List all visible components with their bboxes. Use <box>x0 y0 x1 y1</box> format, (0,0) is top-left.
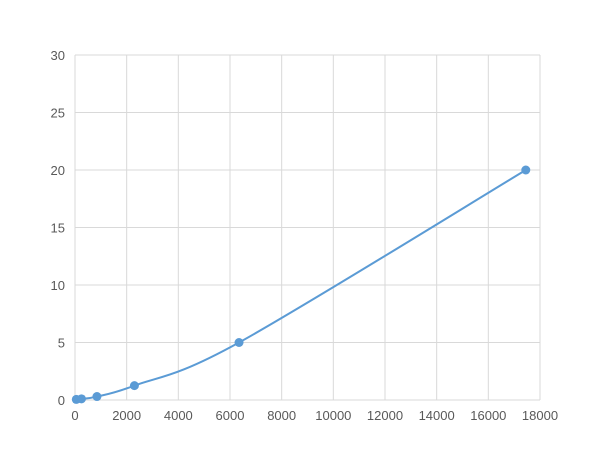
data-point <box>521 165 531 175</box>
x-tick-label: 14000 <box>419 408 455 423</box>
data-point <box>76 394 86 404</box>
x-tick-label: 18000 <box>522 408 558 423</box>
y-tick-label: 20 <box>51 163 65 178</box>
y-tick-label: 30 <box>51 48 65 63</box>
grid <box>74 54 541 401</box>
y-tick-label: 25 <box>51 106 65 121</box>
data-point <box>129 381 139 391</box>
y-tick-label: 15 <box>51 221 65 236</box>
tick-labels: 0 2000 4000 6000 8000 10000 12000 14000 16000 180… <box>51 48 559 423</box>
x-tick-label: 2000 <box>112 408 141 423</box>
y-tick-label: 5 <box>58 336 65 351</box>
data-points <box>71 165 531 404</box>
x-tick-label: 6000 <box>216 408 245 423</box>
x-tick-label: 4000 <box>164 408 193 423</box>
data-point <box>92 392 102 402</box>
y-tick-label: 0 <box>58 393 65 408</box>
y-tick-label: 10 <box>51 278 65 293</box>
x-tick-label: 0 <box>71 408 78 423</box>
x-tick-label: 12000 <box>367 408 403 423</box>
data-point <box>234 338 244 347</box>
x-tick-label: 8000 <box>267 408 296 423</box>
x-tick-label: 10000 <box>315 408 351 423</box>
x-tick-label: 16000 <box>470 408 506 423</box>
